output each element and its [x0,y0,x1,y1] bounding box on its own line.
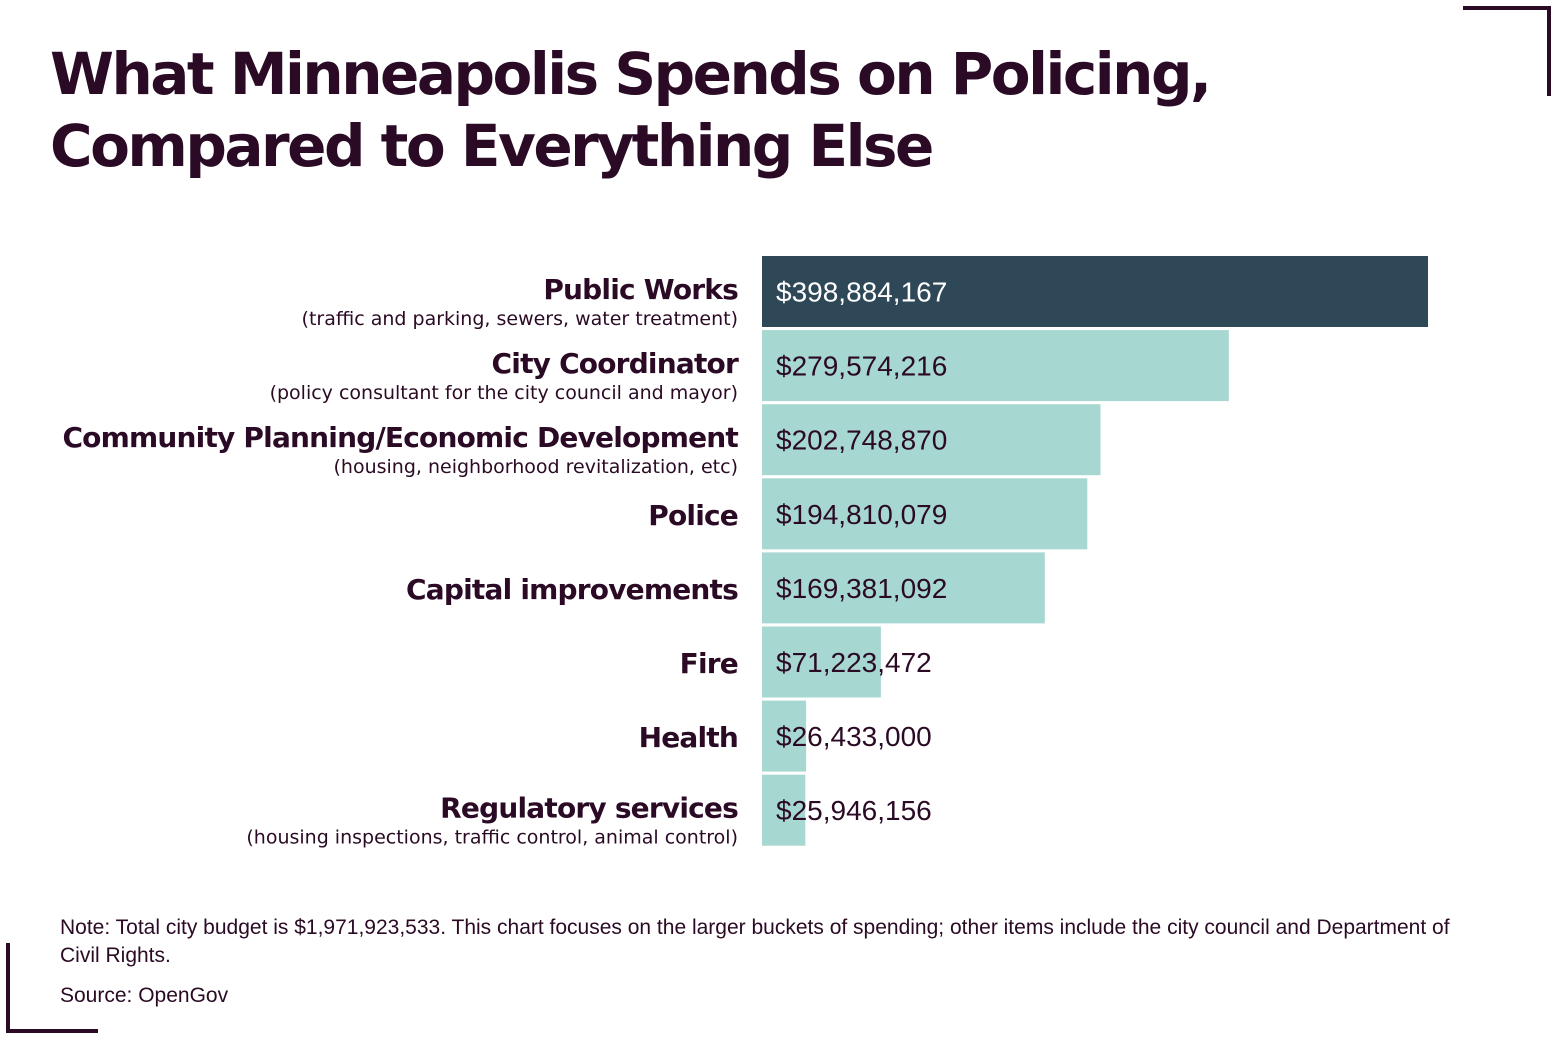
bar-6 [762,626,881,698]
title-line-1: What Minneapolis Spends on Policing, [50,40,1212,108]
chart-title: What Minneapolis Spends on Policing, Com… [50,38,1350,182]
category-sublabel-1: (traffic and parking, sewers, water trea… [302,308,738,330]
category-label-5: Capital improvements [406,573,738,606]
bar-8 [762,774,806,846]
category-label-8: Regulatory services [440,792,738,825]
value-label-5: $169,381,092 [776,573,947,604]
bar-chart: $398,884,167 Public Works(traffic and par… [62,256,1428,849]
category-sublabel-3: (housing, neighborhood revitalization, e… [334,456,739,478]
value-label-3: $202,748,870 [776,425,947,456]
chart-source: Source: OpenGov [60,984,229,1007]
value-label-8: $25,946,156 [776,795,932,826]
title-line-2: Compared to Everything Else [50,112,934,180]
bar-5 [762,552,1045,624]
value-label-2: $279,574,216 [776,351,947,382]
category-sublabel-2: (policy consultant for the city council … [270,382,738,404]
value-label-7: $26,433,000 [776,721,932,752]
value-label-1: $398,884,167 [776,277,947,308]
bar-4 [762,478,1088,550]
category-label-7: Health [639,721,738,754]
bar-2 [762,330,1229,402]
bar-7 [762,700,807,772]
corner-frame-top-right [1463,6,1551,96]
category-label-6: Fire [680,647,738,680]
value-label-4: $194,810,079 [776,499,947,530]
corner-frame-bottom-left [6,943,98,1033]
bar-3 [762,404,1101,476]
chart-note: Note: Total city budget is $1,971,923,53… [60,916,1450,967]
category-label-4: Police [648,499,738,532]
category-label-2: City Coordinator [492,347,739,380]
category-sublabel-8: (housing inspections, traffic control, a… [246,827,738,849]
value-label-6: $71,223,472 [776,647,932,678]
bar-1 [762,256,1428,327]
category-label-3: Community Planning/Economic Development [62,421,738,454]
category-label-1: Public Works [543,273,738,306]
